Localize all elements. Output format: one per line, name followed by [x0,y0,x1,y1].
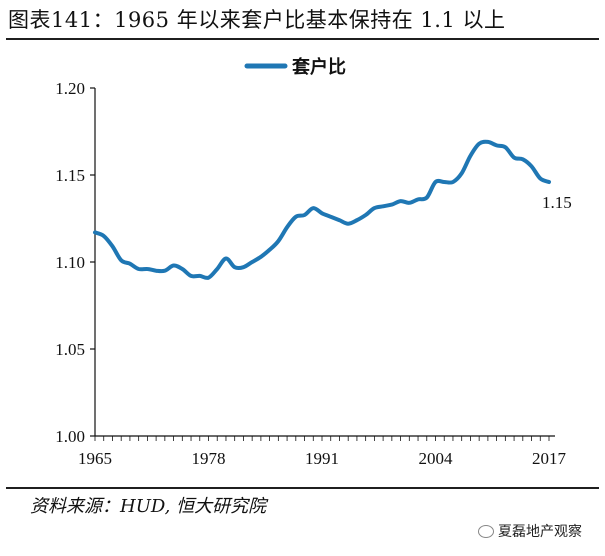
data-point [259,255,263,259]
data-point [486,140,490,144]
data-point [180,267,184,271]
data-point [460,171,464,175]
data-point [102,234,106,238]
data-point [163,269,167,273]
data-point [442,180,446,184]
legend-label: 套户比 [292,56,346,78]
series-line [93,139,551,280]
data-point [364,213,368,217]
data-point [425,196,429,200]
data-point [512,156,516,160]
data-point [93,230,97,234]
data-point [215,267,219,271]
data-point [381,204,385,208]
data-point [233,265,237,269]
chart-title: 图表141：1965 年以来套户比基本保持在 1.1 以上 [8,8,506,32]
line-chart: 套户比 1.00 1.05 1.10 1.15 1.20 1965 1978 1991 200… [55,56,572,468]
data-point [241,265,245,269]
data-point [372,206,376,210]
y-tick-label: 1.10 [55,253,85,272]
data-point [154,269,158,273]
data-point [503,145,507,149]
watermark-text: 夏磊地产观察 [498,524,582,540]
data-point [303,213,306,217]
data-point [390,203,394,207]
data-point [468,154,472,158]
source-note: 资料来源：HUD, 恒大研究院 [30,496,267,517]
y-tick-label: 1.15 [55,166,85,185]
data-point [434,180,437,184]
data-point [320,211,324,215]
data-point [538,177,542,180]
data-point [224,257,228,260]
watermark: 夏磊地产观察 [478,521,582,541]
data-point [530,164,533,168]
y-tick-label: 1.20 [55,79,85,98]
data-point [119,258,123,262]
data-point [172,264,176,267]
data-point [451,180,455,184]
data-point [285,225,289,229]
data-point [111,244,114,248]
end-value-label: 1.15 [542,193,572,212]
footer-divider [6,487,599,489]
data-point [198,274,202,278]
x-tick-label: 1965 [78,449,112,468]
data-point [311,206,315,210]
data-point [495,143,499,147]
data-point [407,201,411,205]
data-point [145,267,149,271]
x-tick-label: 2017 [532,449,567,468]
data-point [207,276,210,280]
data-point [477,142,481,146]
title-divider [6,38,599,40]
data-point [276,239,280,243]
data-point [268,248,272,252]
data-point [128,262,132,266]
y-tick-label: 1.05 [55,340,85,359]
data-point [399,199,403,203]
data-point [547,180,551,184]
data-point [416,197,420,201]
data-point [346,222,350,226]
x-tick-label: 1991 [305,449,339,468]
data-point [250,260,254,264]
data-point [294,215,298,219]
data-point [137,267,141,271]
data-point [521,157,525,161]
data-point [338,218,341,222]
wechat-icon [478,524,494,538]
x-tick-label: 2004 [419,449,454,468]
x-tick-label: 1978 [192,449,226,468]
y-tick-label: 1.00 [55,427,85,446]
data-point [189,274,193,278]
data-point [355,218,359,222]
data-point [329,215,333,219]
